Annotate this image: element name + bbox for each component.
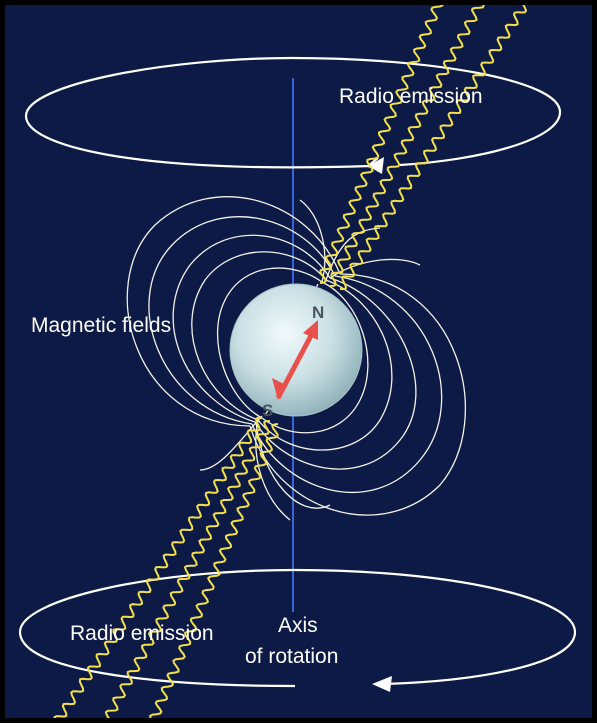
bottom-orbit-ring [18, 568, 577, 688]
top-orbit-ring [24, 56, 562, 169]
label-radio-emission-top: Radio emission [339, 85, 483, 108]
radio-emission-beams [53, 5, 528, 718]
label-south-pole: S [262, 401, 273, 420]
radio-wave-icon [329, 5, 485, 287]
orbit-arrow-icon [372, 676, 392, 692]
radio-wave-icon [53, 416, 263, 718]
neutron-star [230, 284, 362, 416]
radio-wave-icon [319, 5, 444, 284]
orbit-arrow-icon [368, 157, 384, 174]
label-north-pole: N [312, 303, 324, 322]
radio-wave-icon [149, 423, 279, 718]
radio-wave-icon [104, 420, 271, 718]
label-axis: Axis [278, 614, 318, 637]
radio-wave-icon [339, 5, 528, 291]
label-of-rotation: of rotation [245, 645, 338, 668]
magnetic-axis-arrow-icon [272, 320, 318, 400]
label-radio-emission-bottom: Radio emission [70, 622, 214, 645]
label-magnetic-fields: Magnetic fields [31, 314, 171, 337]
